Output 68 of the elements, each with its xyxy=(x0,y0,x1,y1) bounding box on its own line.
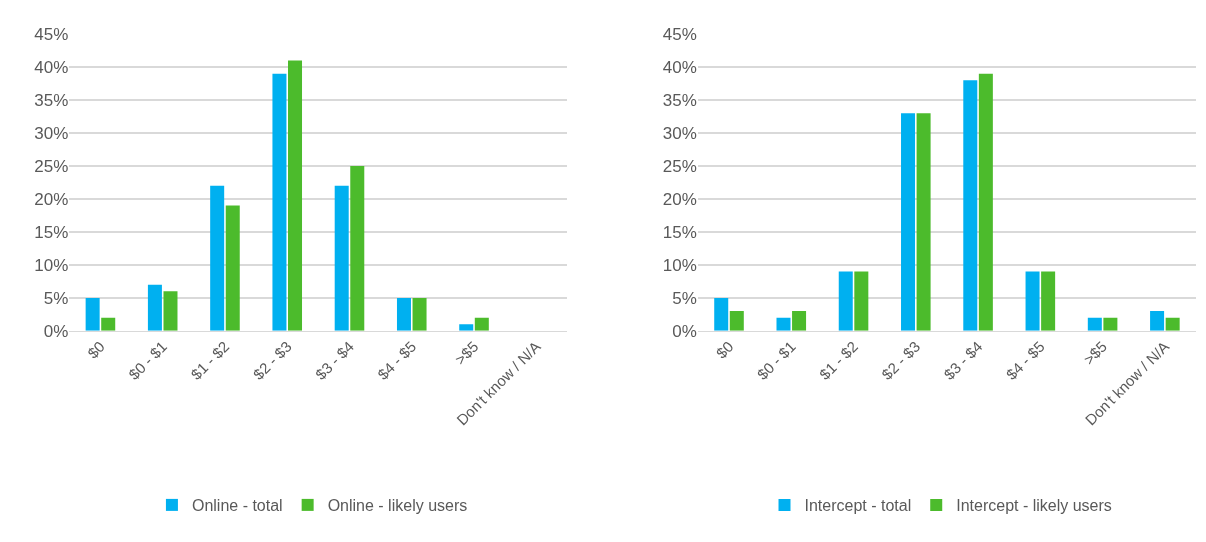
y-tick-label: 20% xyxy=(34,189,69,209)
x-tick-label: >$5 xyxy=(451,337,482,368)
bar xyxy=(1103,317,1118,331)
bar xyxy=(1041,271,1056,331)
x-tick-label: $0 xyxy=(84,337,108,362)
y-tick-label: 10% xyxy=(34,255,69,275)
bar xyxy=(978,73,993,331)
x-tick-label: $3 - $4 xyxy=(940,337,986,383)
bar xyxy=(916,113,931,331)
y-tick-label: 30% xyxy=(34,123,69,143)
bar xyxy=(272,73,287,331)
x-tick-label: $2 - $3 xyxy=(878,337,924,383)
x-tick-label: >$5 xyxy=(1080,337,1111,368)
y-tick-label: 45% xyxy=(34,25,69,45)
bar xyxy=(901,113,916,331)
x-tick-label: $3 - $4 xyxy=(311,337,357,383)
y-tick-label: 35% xyxy=(34,90,69,110)
bar xyxy=(1165,317,1180,331)
x-tick-label: $2 - $3 xyxy=(249,337,295,383)
bar xyxy=(854,271,869,331)
y-tick-label: 25% xyxy=(662,156,697,176)
y-tick-label: 40% xyxy=(34,58,69,78)
y-tick-label: 30% xyxy=(662,123,697,143)
bar xyxy=(963,80,978,331)
bar xyxy=(714,297,729,331)
y-tick-label: 15% xyxy=(34,222,69,242)
y-tick-label: 5% xyxy=(43,288,69,308)
bar xyxy=(729,311,744,331)
bar xyxy=(288,60,303,331)
y-tick-label: 15% xyxy=(662,222,697,242)
bar xyxy=(334,185,349,331)
bar xyxy=(459,324,474,331)
bar xyxy=(792,311,807,331)
legend-label: Online - likely users xyxy=(327,497,468,515)
y-tick-label: 45% xyxy=(662,25,697,45)
y-tick-label: 0% xyxy=(43,321,69,341)
y-tick-label: 35% xyxy=(662,90,697,110)
x-tick-label: $4 - $5 xyxy=(374,337,420,383)
y-tick-label: 5% xyxy=(672,288,697,308)
bar xyxy=(1087,317,1102,331)
bar xyxy=(474,317,489,331)
y-tick-label: 20% xyxy=(662,189,697,209)
legend-label: Intercept - total xyxy=(804,497,912,515)
y-tick-label: 40% xyxy=(662,58,697,78)
x-tick-label: $1 - $2 xyxy=(187,337,233,383)
y-tick-label: 0% xyxy=(672,321,697,341)
bar xyxy=(225,205,240,331)
x-tick-label: $0 xyxy=(712,337,737,362)
bar xyxy=(838,271,853,331)
bar xyxy=(85,297,100,331)
bar xyxy=(1025,271,1040,331)
x-tick-label: $1 - $2 xyxy=(815,337,861,383)
bar xyxy=(396,297,411,331)
bar xyxy=(776,317,791,331)
x-tick-label: $0 - $1 xyxy=(125,337,171,383)
y-tick-label: 10% xyxy=(662,255,697,275)
x-tick-label: $4 - $5 xyxy=(1002,337,1048,383)
legend-label: Intercept - likely users xyxy=(956,497,1112,515)
bar xyxy=(210,185,225,331)
bar xyxy=(1150,311,1165,331)
bar xyxy=(350,165,365,331)
y-tick-label: 25% xyxy=(34,156,69,176)
bar xyxy=(412,297,427,331)
bar xyxy=(101,317,116,331)
x-tick-label: $0 - $1 xyxy=(753,337,799,383)
legend-label: Online - total xyxy=(191,497,283,515)
bar xyxy=(147,284,162,331)
bar xyxy=(163,291,178,331)
